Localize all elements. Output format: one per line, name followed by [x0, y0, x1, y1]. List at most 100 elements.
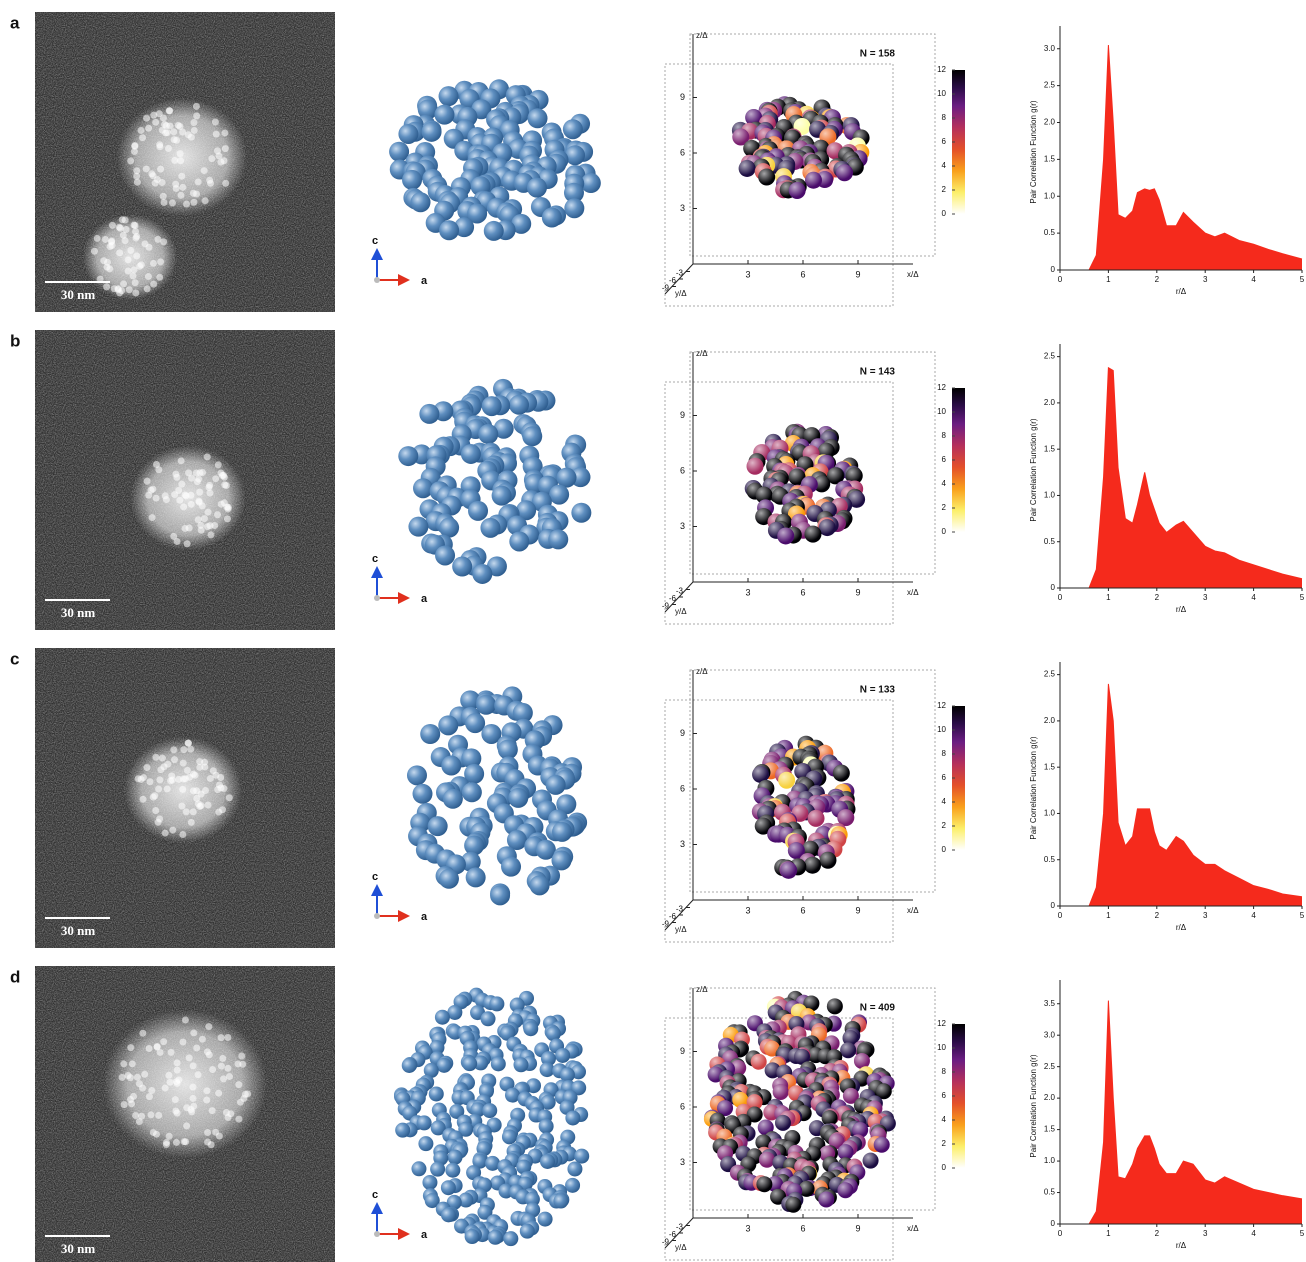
sphere-shine [862, 1152, 879, 1169]
tem-image: 30 nm [35, 12, 335, 312]
sphere-shine [756, 1176, 773, 1193]
x-tick-label: 3 [745, 1223, 750, 1233]
nanoparticle-dot [221, 145, 229, 153]
nanoparticle-dot [124, 1072, 132, 1080]
nanoparticle-dot [188, 474, 196, 482]
nanoparticle-dot [156, 776, 164, 784]
nanoparticle-dot [215, 1089, 223, 1097]
nanoparticle-dot [183, 766, 191, 774]
nanoparticle-dot [134, 775, 142, 783]
atom-sphere [466, 1165, 482, 1181]
y-tick-label: 2.0 [1044, 118, 1056, 127]
atom-sphere [413, 478, 434, 499]
nanoparticle-dot [175, 486, 183, 494]
atom-sphere [499, 1025, 515, 1041]
nanoparticle-dot [141, 240, 149, 248]
z-tick-label: 6 [680, 783, 685, 793]
sphere-shine [840, 1042, 857, 1059]
z-axis-label: z/Δ [696, 31, 708, 40]
nanoparticle-dot [183, 1122, 191, 1130]
atom-sphere [556, 467, 577, 488]
nanoparticle-dot [177, 457, 185, 465]
atom-sphere [527, 108, 548, 129]
sphere-shine [798, 1180, 815, 1197]
sphere-shine [750, 1053, 767, 1070]
nanoparticle-dot [161, 829, 169, 837]
nanoparticle-dot [173, 1059, 181, 1067]
x-tick-label: 3 [745, 269, 750, 279]
nanoparticle-dot [191, 771, 199, 779]
atom-sphere [454, 217, 475, 238]
tem-image: 30 nm [35, 330, 335, 630]
axis-origin [374, 277, 380, 283]
nanoparticle-dot [133, 167, 141, 175]
particle-count: N = 143 [860, 367, 896, 378]
y-tick-label: 0 [1051, 901, 1056, 910]
atom-sphere [389, 141, 410, 162]
colorbar-tick-label: 0 [942, 1163, 947, 1172]
atom-sphere [418, 1136, 434, 1152]
nanoparticle-dot [199, 469, 207, 477]
x-tick-label: 3 [1203, 593, 1208, 602]
nanoparticle-dot [193, 794, 201, 802]
nanoparticle-dot [215, 781, 223, 789]
x-tick-label: 0 [1058, 911, 1063, 920]
y-tick-label: -6 [669, 1230, 677, 1239]
z-tick-label: 9 [680, 410, 685, 420]
nanoparticle-dot [209, 767, 217, 775]
nanoparticle-dot [187, 818, 195, 826]
atom-sphere [477, 1204, 493, 1220]
x-axis-title: r/Δ [1176, 1241, 1187, 1250]
nanoparticle-dot [152, 494, 160, 502]
nanoparticle-dot [160, 238, 168, 246]
nanoparticle-dot [149, 259, 157, 267]
y-tick-label: 2.0 [1044, 1093, 1056, 1102]
nanoparticle-dot [238, 1052, 246, 1060]
sphere-shine [813, 475, 831, 493]
atom-sphere [545, 1026, 561, 1042]
sphere-shine [837, 809, 855, 827]
nanoparticle-dot [131, 279, 139, 287]
colorbar [952, 1024, 965, 1168]
atom-sphere [458, 1192, 474, 1208]
nanoparticle-dot [154, 235, 162, 243]
nanoparticle-dot [156, 273, 164, 281]
nanoparticle-dot [121, 237, 129, 245]
colorbar-tick-label: 0 [942, 209, 947, 218]
nanoparticle-dot [132, 234, 140, 242]
nanoparticle-dot [146, 778, 154, 786]
y-tick-label: 1.0 [1044, 809, 1056, 818]
atom-sphere [513, 1057, 529, 1073]
sphere-shine [842, 1030, 859, 1047]
nanoparticle-dot [162, 122, 170, 130]
nanoparticle-dot [173, 473, 181, 481]
nanoparticle-dot [152, 1130, 160, 1138]
atom-sphere [512, 702, 533, 723]
area-outline [1060, 1000, 1303, 1225]
nanoparticle-dot [162, 1141, 170, 1149]
tem-image: 30 nm [35, 966, 335, 1262]
axis-label-c: c [372, 235, 378, 247]
atom-sphere [452, 556, 473, 577]
atom-sphere [485, 1155, 501, 1171]
nanoparticle-dot [201, 197, 209, 205]
axis-origin [374, 1231, 380, 1237]
nanoparticle-dot [221, 481, 229, 489]
atom-sphere [476, 694, 497, 715]
colorbar-tick-label: 2 [942, 821, 947, 830]
nanoparticle-dot [159, 114, 167, 122]
y-tick-label: 0.5 [1044, 1188, 1056, 1197]
nanoparticle-dot [137, 126, 145, 134]
nanoparticle [103, 1009, 267, 1159]
nanoparticle-dot [149, 793, 157, 801]
nanoparticle-dot [224, 505, 232, 513]
nanoparticle-dot [129, 272, 137, 280]
nanoparticle-dot [143, 285, 151, 293]
nanoparticle-dot [150, 280, 158, 288]
nanoparticle-dot [143, 764, 151, 772]
nanoparticle-dot [215, 152, 223, 160]
nanoparticle-dot [139, 1029, 147, 1037]
nanoparticle-dot [143, 114, 151, 122]
nanoparticle-dot [183, 1104, 191, 1112]
nanoparticle-dot [195, 475, 203, 483]
